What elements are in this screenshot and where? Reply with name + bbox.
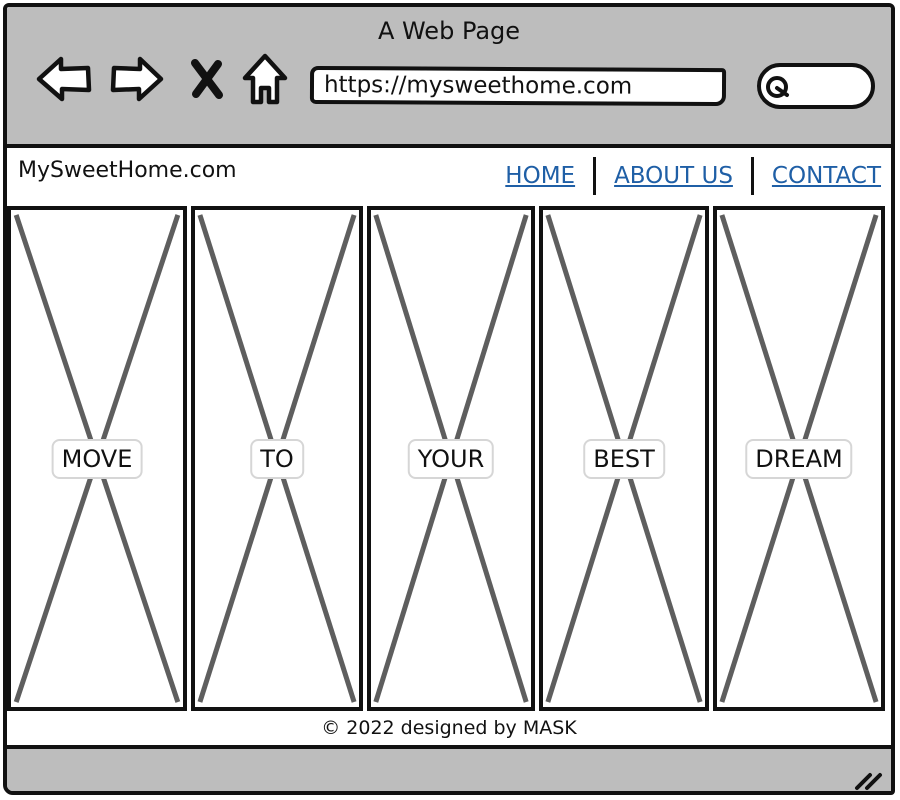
tile-label: TO — [250, 438, 304, 479]
image-placeholder[interactable]: TO — [191, 206, 363, 711]
footer-copyright: © 2022 designed by MASK — [321, 717, 577, 739]
tile-label: MOVE — [51, 438, 143, 479]
tile-label: BEST — [583, 438, 665, 479]
footer-divider — [7, 745, 891, 749]
image-placeholder[interactable]: YOUR — [367, 206, 535, 711]
image-placeholder[interactable]: MOVE — [7, 206, 187, 711]
resize-grip-icon[interactable] — [853, 769, 883, 791]
site-nav: HOME ABOUT US CONTACT — [503, 154, 883, 198]
site-header: MySweetHome.com HOME ABOUT US CONTACT — [7, 148, 891, 206]
nav-divider — [750, 157, 754, 195]
window-title: A Web Page — [377, 17, 521, 45]
home-icon[interactable] — [239, 51, 291, 107]
magnifier-icon — [766, 76, 789, 98]
browser-window: A Web Page https://mysweethome.com — [3, 3, 895, 795]
back-arrow-icon[interactable] — [33, 51, 95, 107]
site-brand[interactable]: MySweetHome.com — [18, 158, 237, 183]
tile-label: DREAM — [745, 438, 853, 479]
image-placeholder[interactable]: BEST — [539, 206, 709, 711]
search-input[interactable] — [757, 63, 875, 109]
tile-label: YOUR — [407, 438, 495, 479]
url-input[interactable]: https://mysweethome.com — [309, 65, 727, 107]
status-bar — [7, 749, 891, 791]
nav-contact-link[interactable]: CONTACT — [771, 163, 881, 189]
image-gallery: MOVE TO YOUR BEST — [7, 206, 891, 711]
browser-toolbar: A Web Page https://mysweethome.com — [7, 7, 891, 148]
image-placeholder[interactable]: DREAM — [713, 206, 885, 711]
nav-divider — [593, 157, 597, 195]
close-icon[interactable] — [187, 51, 227, 107]
nav-about-link[interactable]: ABOUT US — [614, 163, 733, 189]
forward-arrow-icon[interactable] — [108, 51, 166, 107]
nav-home-link[interactable]: HOME — [505, 163, 576, 189]
